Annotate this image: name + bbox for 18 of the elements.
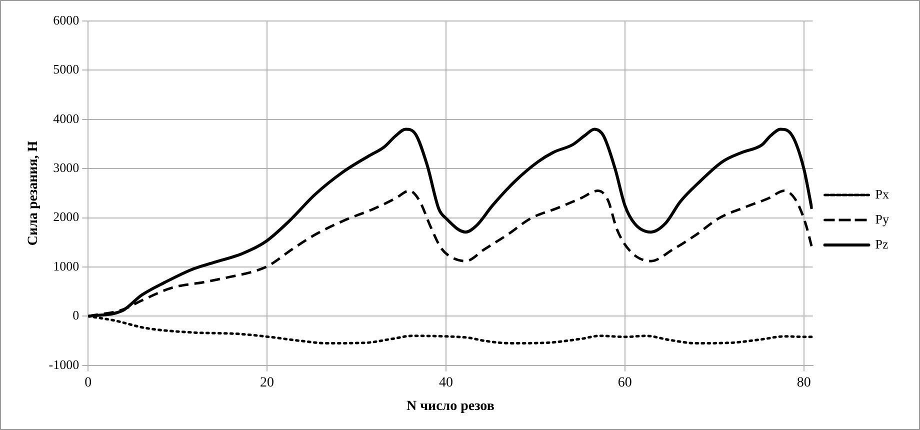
x-tick-label: 40 bbox=[438, 375, 453, 390]
y-axis-title: Сила резания, Н bbox=[26, 140, 42, 246]
x-axis-title: N число резов bbox=[406, 399, 495, 414]
y-tick-label: 0 bbox=[72, 308, 80, 323]
y-tick-label: 1000 bbox=[53, 258, 80, 274]
y-tick-label: 6000 bbox=[53, 12, 80, 28]
legend-label: Px bbox=[875, 186, 890, 202]
y-tick-label: 2000 bbox=[53, 209, 80, 224]
y-tick-label: 3000 bbox=[53, 160, 80, 176]
x-tick-label: 80 bbox=[796, 375, 811, 390]
x-tick-label: 60 bbox=[618, 375, 632, 390]
x-tick-label: 20 bbox=[260, 375, 274, 390]
y-tick-label: 5000 bbox=[53, 62, 80, 77]
legend-label: Py bbox=[875, 211, 890, 226]
y-tick-label: 4000 bbox=[53, 110, 80, 126]
x-tick-label: 0 bbox=[84, 375, 92, 390]
y-tick-label: -1000 bbox=[48, 356, 80, 372]
legend-label: Pz bbox=[875, 236, 888, 252]
